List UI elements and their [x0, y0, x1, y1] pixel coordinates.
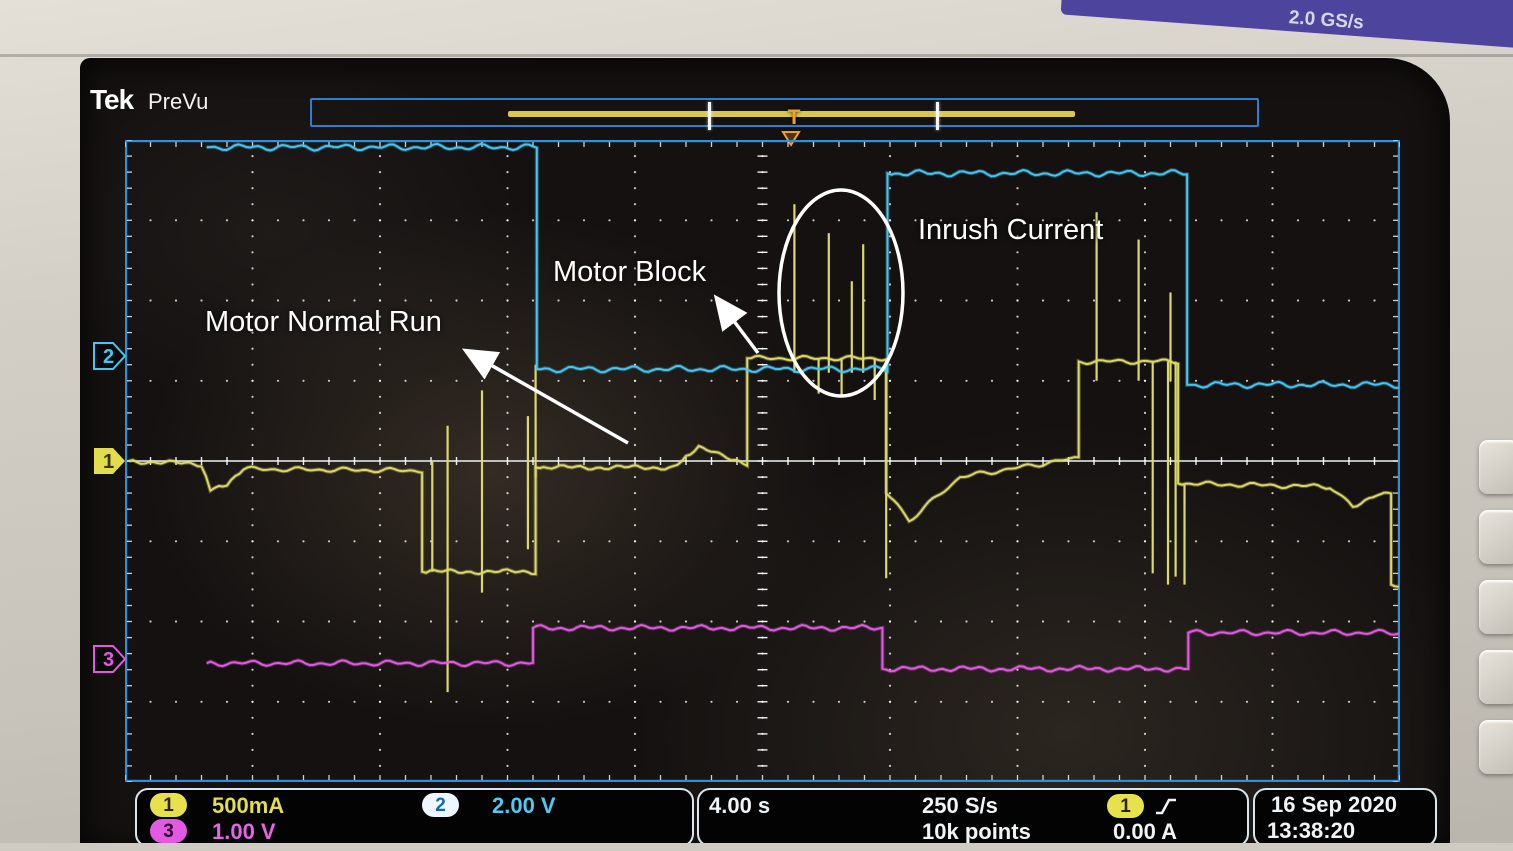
- trigger-position-arrow-icon: [781, 131, 801, 147]
- record-view-frame: [310, 98, 1259, 127]
- bezel-seam: [0, 54, 1513, 57]
- panel-button-2[interactable]: [1479, 510, 1513, 564]
- ch3-badge: 3: [150, 819, 187, 843]
- annotation-motor-block: Motor Block: [553, 256, 707, 288]
- panel-button-1[interactable]: [1479, 440, 1513, 494]
- graticule-and-waveforms: [125, 140, 1400, 782]
- scope-display: Tek PreVu T: [80, 58, 1450, 851]
- sample-rate-readout: 250 S/s: [922, 793, 998, 818]
- panel-button-5[interactable]: [1479, 720, 1513, 774]
- panel-button-4[interactable]: [1479, 650, 1513, 704]
- ch2-position-marker: 2: [93, 341, 127, 370]
- trigger-level-readout: 0.00 A: [1113, 819, 1178, 844]
- svg-text:3: 3: [103, 649, 114, 671]
- date-readout: 16 Sep 2020: [1271, 792, 1397, 817]
- acquisition-mode-label: PreVu: [148, 89, 209, 114]
- record-view-bar: [508, 111, 1075, 117]
- expansion-bracket-right: [936, 102, 939, 130]
- tek-logo: Tek: [90, 84, 134, 115]
- ch1-position-marker: 1: [94, 448, 125, 474]
- panel-button-3[interactable]: [1479, 580, 1513, 634]
- channel-readout-box: 1 500mA 3 1.00 V 2 2.00 V: [135, 788, 694, 847]
- datetime-box: 16 Sep 2020 13:38:20: [1253, 788, 1437, 847]
- annotation-inrush: Inrush Current: [918, 214, 1104, 246]
- sticker-text: 2.0 GS/s: [1288, 7, 1365, 34]
- ch3-scale-readout: 1.00 V: [212, 819, 276, 844]
- ch2-scale-readout: 2.00 V: [492, 793, 556, 818]
- horizontal-trigger-box: 4.00 s 250 S/s 10k points 1 0.00 A: [697, 788, 1249, 847]
- expansion-bracket-left: [708, 102, 711, 130]
- trigger-source-badge: 1: [1107, 794, 1144, 818]
- bottom-bezel-strip: [0, 843, 1513, 851]
- trigger-position-flag: T: [787, 106, 801, 129]
- ch3-position-marker: 3: [93, 645, 127, 674]
- svg-text:2: 2: [103, 346, 114, 368]
- ch1-scale-readout: 500mA: [212, 793, 285, 818]
- rising-edge-icon: [1156, 798, 1176, 815]
- annotation-normal-run: Motor Normal Run: [205, 306, 442, 338]
- svg-text:1: 1: [103, 451, 114, 473]
- ch2-badge: 2: [422, 793, 459, 817]
- record-length-readout: 10k points: [922, 819, 1031, 844]
- brand-sticker: 2.0 GS/s: [1060, 0, 1513, 50]
- timebase-readout: 4.00 s: [709, 793, 771, 818]
- channel-markers: 1 2 3: [93, 140, 127, 782]
- ch1-badge: 1: [150, 793, 187, 817]
- time-readout: 13:38:20: [1267, 818, 1356, 843]
